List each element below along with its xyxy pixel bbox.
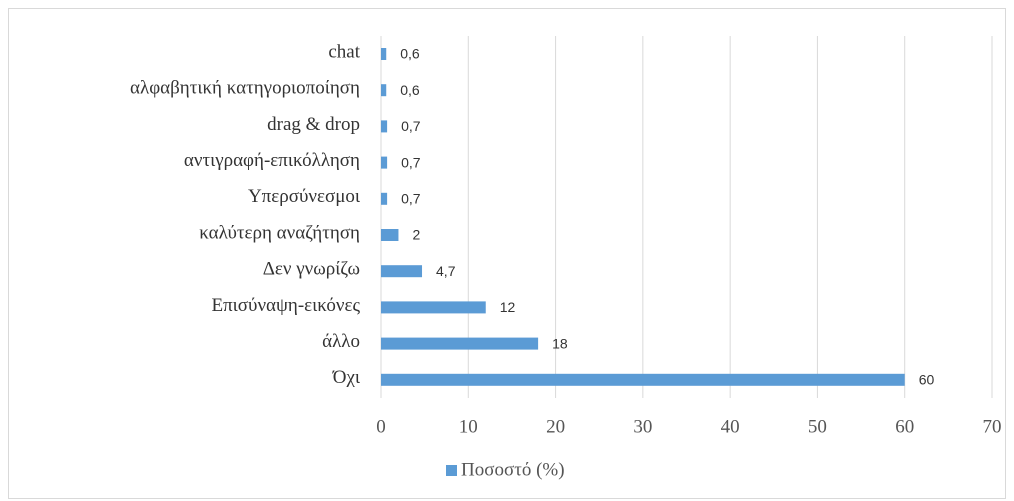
y-tick-label: chat bbox=[328, 41, 360, 62]
data-label: 0,7 bbox=[401, 191, 421, 207]
y-tick-label: drag & drop bbox=[267, 114, 360, 135]
y-tick-label: Υπερσύνεσμοι bbox=[248, 186, 361, 207]
x-tick-label: 20 bbox=[546, 416, 565, 437]
bar bbox=[381, 229, 399, 241]
x-tick-label: 60 bbox=[895, 416, 914, 437]
data-label: 60 bbox=[919, 372, 935, 388]
bar bbox=[381, 120, 388, 133]
data-label: 0,7 bbox=[401, 154, 421, 170]
legend-label: Ποσοστό (%) bbox=[461, 459, 565, 480]
x-tick-label: 30 bbox=[633, 416, 652, 437]
bar bbox=[381, 192, 388, 205]
legend-swatch bbox=[446, 465, 457, 476]
data-label: 0,7 bbox=[401, 118, 421, 134]
bar bbox=[381, 373, 905, 386]
x-tick-label: 0 bbox=[376, 416, 386, 437]
y-tick-label: αλφαβητική κατηγοριοποίηση bbox=[130, 78, 360, 99]
bar bbox=[381, 84, 387, 97]
data-label: 0,6 bbox=[400, 82, 420, 98]
bar bbox=[381, 337, 539, 350]
y-tick-label: Επισύναψη-εικόνες bbox=[211, 295, 360, 316]
data-label: 2 bbox=[412, 227, 420, 243]
y-tick-label: Όχι bbox=[332, 367, 361, 388]
x-tick-label: 50 bbox=[808, 416, 827, 437]
x-tick-label: 40 bbox=[721, 416, 740, 437]
y-tick-label: αντιγραφή-επικόλληση bbox=[184, 150, 360, 171]
bar bbox=[381, 48, 387, 60]
x-tick-label: 70 bbox=[983, 416, 1002, 437]
bar bbox=[381, 301, 486, 314]
bar bbox=[381, 156, 388, 169]
y-tick-label: άλλο bbox=[322, 331, 360, 352]
y-tick-label: Δεν γνωρίζω bbox=[263, 259, 360, 280]
data-label: 18 bbox=[552, 335, 568, 351]
data-label: 4,7 bbox=[436, 263, 456, 279]
data-label: 12 bbox=[500, 299, 516, 315]
data-label: 0,6 bbox=[400, 46, 420, 62]
bar bbox=[381, 265, 423, 278]
x-tick-label: 10 bbox=[459, 416, 478, 437]
y-tick-label: καλύτερη αναζήτηση bbox=[199, 222, 360, 243]
chart-border bbox=[8, 8, 1006, 499]
